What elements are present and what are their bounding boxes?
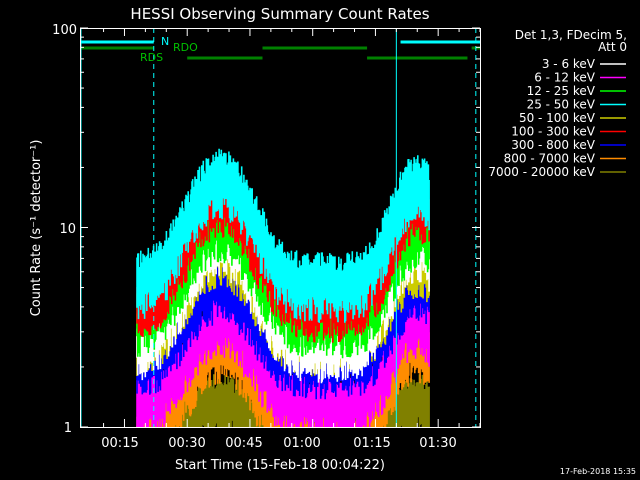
legend-entry-label: 800 - 7000 keV [504,152,596,166]
y-tick-label: 100 [52,23,77,38]
flag-label-rds: RDS [140,51,163,64]
data-traces [136,148,430,427]
legend-entry-label: 3 - 6 keV [542,57,596,71]
legend-entry-label: 7000 - 20000 keV [488,165,595,179]
legend-entry-label: 25 - 50 keV [527,98,596,112]
legend-entry-label: 6 - 12 keV [534,71,596,85]
legend-header: Det 1,3, FDecim 5, [515,28,627,42]
legend-entry-label: 50 - 100 keV [519,111,596,125]
legend-header: Att 0 [598,40,627,54]
flag-label-rdo: RDO [173,41,198,54]
legend-entry-label: 300 - 800 keV [511,138,595,152]
axis-ticks [80,27,481,428]
x-tick-label: 01:30 [419,436,456,451]
y-tick-label: 1 [64,421,72,436]
flag-label-n: N [161,35,169,48]
x-axis-label: Start Time (15-Feb-18 00:04:22) [175,458,385,473]
footer-timestamp: 17-Feb-2018 15:35 [560,467,636,476]
x-tick-label: 00:15 [101,436,138,451]
y-axis-label: Count Rate (s⁻¹ detector⁻¹) [29,140,44,317]
chart-title: HESSI Observing Summary Count Rates [130,5,429,23]
x-tick-label: 01:15 [353,436,390,451]
legend-entry-label: 100 - 300 keV [511,125,595,139]
observing-flags [80,40,480,60]
x-tick-label: 01:00 [283,436,320,451]
y-tick-label: 10 [59,222,76,237]
legend-entry-label: 12 - 25 keV [527,84,596,98]
x-tick-label: 00:30 [168,436,205,451]
x-tick-label: 00:45 [225,436,262,451]
